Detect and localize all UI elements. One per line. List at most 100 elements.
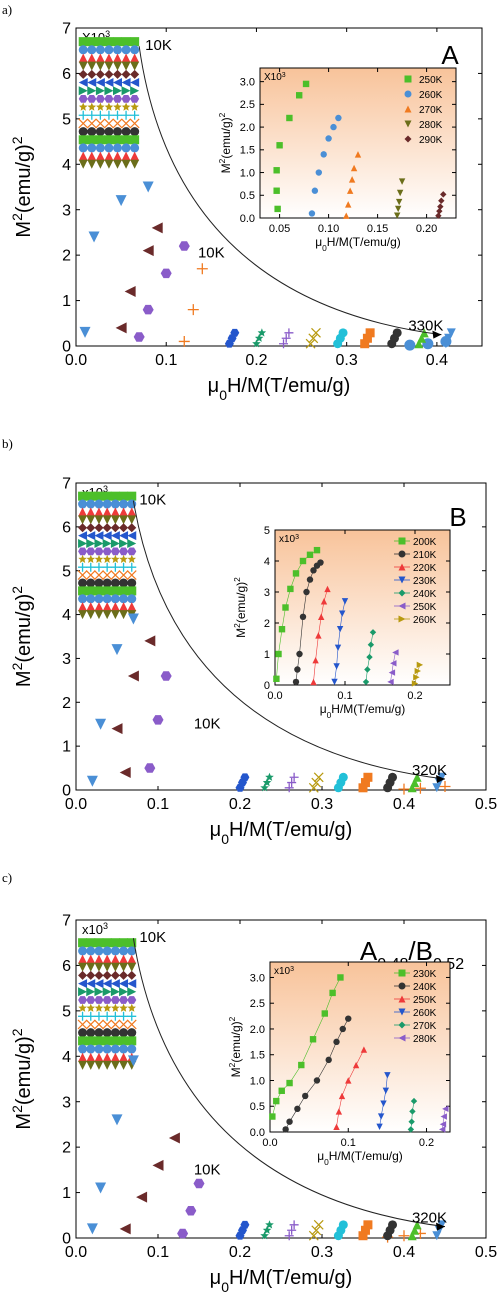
main-marker bbox=[94, 570, 104, 581]
inset-marker-260K bbox=[382, 1087, 390, 1094]
main-2-ytick-label-6: 6 bbox=[62, 519, 71, 536]
inset-marker-260K bbox=[377, 1113, 385, 1120]
main-marker bbox=[360, 778, 370, 788]
inset-marker-240K bbox=[313, 1077, 321, 1084]
legend-label-210K: 210K bbox=[413, 550, 437, 561]
inset-3-ytick-label-0: 0.0 bbox=[250, 1127, 265, 1139]
main-marker bbox=[94, 970, 104, 980]
main-marker bbox=[127, 554, 136, 563]
main-marker bbox=[86, 594, 96, 604]
main-marker bbox=[127, 531, 137, 541]
inset-marker-240K bbox=[302, 1092, 309, 1100]
main-1-ytick-label-4: 4 bbox=[62, 157, 71, 174]
legend-label-270K: 270K bbox=[419, 105, 443, 116]
main-marker bbox=[281, 333, 291, 343]
main-marker bbox=[78, 1003, 87, 1012]
main-marker bbox=[388, 1220, 398, 1230]
main-marker bbox=[78, 1028, 88, 1038]
main-marker bbox=[104, 53, 114, 63]
main-marker bbox=[127, 547, 137, 556]
inset-marker-200K bbox=[287, 585, 294, 593]
main-marker bbox=[119, 602, 129, 612]
main-marker bbox=[110, 1052, 120, 1062]
main-marker bbox=[78, 95, 88, 103]
arrow-label-start-2: 10K bbox=[139, 492, 166, 509]
main-marker bbox=[78, 554, 87, 563]
main-marker bbox=[102, 554, 112, 563]
inset-marker-240K bbox=[339, 1025, 346, 1033]
inset-marker-210K bbox=[292, 678, 300, 686]
main-marker bbox=[121, 53, 131, 63]
panel-title-2: B bbox=[449, 502, 466, 532]
main-marker bbox=[78, 946, 88, 956]
main-marker bbox=[196, 263, 208, 275]
main-marker bbox=[78, 962, 88, 972]
inset-1-ytick-label-3: 1.5 bbox=[240, 145, 255, 157]
legend-marker-250K bbox=[404, 75, 412, 83]
main-marker bbox=[94, 946, 104, 956]
main-3-ytick-label-1: 1 bbox=[62, 1185, 71, 1202]
inset-1-ytick-label-6: 3.0 bbox=[240, 76, 255, 88]
main-marker bbox=[102, 1036, 112, 1046]
main-marker bbox=[419, 328, 429, 338]
main-marker bbox=[78, 118, 89, 129]
main-marker bbox=[95, 110, 105, 120]
main-marker bbox=[152, 1159, 164, 1171]
main-2-xtick-label-2: 0.2 bbox=[229, 796, 251, 813]
main-marker bbox=[96, 102, 105, 111]
main-marker bbox=[127, 602, 137, 612]
main-marker bbox=[94, 602, 104, 612]
legend-label-270K: 270K bbox=[413, 1021, 437, 1032]
main-marker bbox=[362, 333, 372, 343]
inset-x-label-3: μ0H/M(T/emu/g) bbox=[317, 1149, 403, 1167]
inset-marker-230K bbox=[339, 610, 346, 617]
temperature-arrowhead-1 bbox=[432, 330, 442, 339]
main-1-ytick-label-7: 7 bbox=[62, 21, 71, 38]
temperature-arrow-1 bbox=[138, 46, 442, 336]
main-marker bbox=[113, 53, 123, 63]
main-marker bbox=[86, 610, 96, 620]
main-marker bbox=[102, 562, 112, 572]
legend-marker-290K bbox=[404, 135, 412, 143]
panel-3: c) 0.0 0.1 0.2 0.3 0.4 0.5 0 1 2 3 4 5 6 7 μ0H/M(T/emu/… bbox=[2, 870, 497, 1295]
main-marker bbox=[102, 515, 112, 525]
main-marker bbox=[110, 1044, 120, 1054]
main-marker bbox=[78, 531, 88, 541]
main-marker bbox=[119, 1036, 129, 1046]
main-marker bbox=[185, 1206, 197, 1216]
main-marker bbox=[133, 332, 145, 342]
main-marker bbox=[94, 547, 104, 556]
main-marker bbox=[265, 1220, 274, 1229]
inset-3-frame bbox=[269, 961, 451, 1133]
main-marker bbox=[178, 335, 190, 347]
main-marker bbox=[127, 1036, 137, 1046]
main-marker bbox=[94, 1003, 104, 1012]
main-marker bbox=[78, 938, 88, 948]
inset-marker-250K bbox=[273, 167, 280, 174]
main-marker bbox=[87, 61, 97, 71]
main-marker bbox=[77, 1019, 88, 1030]
main-marker bbox=[94, 987, 104, 997]
main-marker bbox=[78, 987, 88, 997]
main-marker bbox=[110, 602, 120, 612]
inset-marker-200K bbox=[273, 675, 280, 682]
inset-marker-240K bbox=[364, 666, 371, 673]
main-marker bbox=[86, 954, 96, 964]
main-marker bbox=[110, 515, 120, 525]
main-marker bbox=[78, 979, 88, 989]
main-marker bbox=[86, 562, 96, 572]
inset-scale-3: x103 bbox=[274, 966, 294, 978]
main-marker bbox=[119, 499, 129, 509]
inset-marker-230K bbox=[337, 974, 344, 981]
main-marker bbox=[410, 778, 420, 788]
main-marker bbox=[407, 1231, 417, 1241]
inset-marker-250K bbox=[387, 678, 394, 686]
main-marker bbox=[407, 783, 417, 793]
main-marker bbox=[168, 1132, 180, 1144]
legend-marker-260K bbox=[398, 615, 406, 623]
main-marker bbox=[121, 118, 131, 129]
main-marker bbox=[78, 610, 88, 620]
inset-1-xtick-label-2: 0.15 bbox=[367, 223, 388, 235]
inset-marker-260K bbox=[308, 210, 316, 217]
inset-marker-250K bbox=[345, 1077, 352, 1084]
